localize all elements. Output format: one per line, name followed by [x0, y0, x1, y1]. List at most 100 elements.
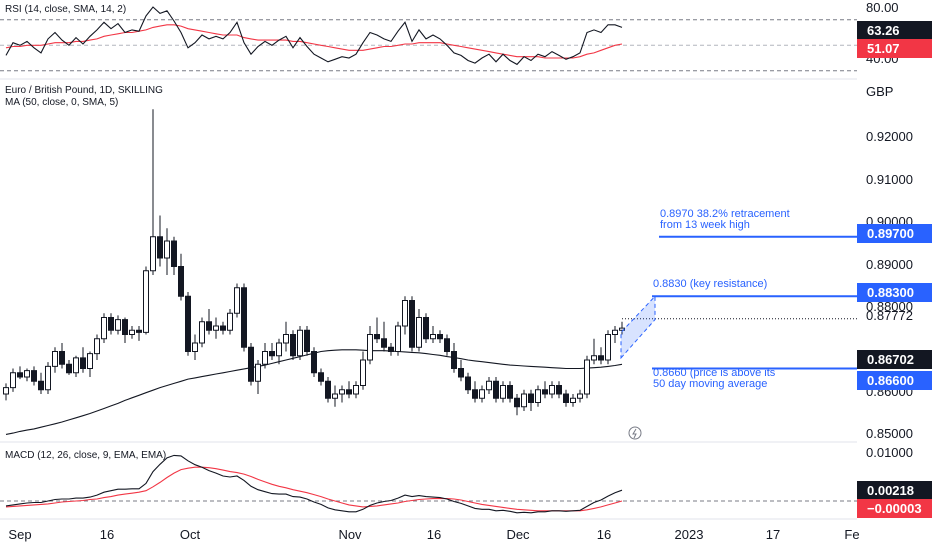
candle [507, 381, 513, 403]
candle-body [479, 389, 485, 399]
candle-body [605, 334, 611, 361]
candle [325, 377, 331, 403]
candle [213, 317, 219, 339]
candle [395, 321, 401, 356]
price-panel [3, 109, 625, 435]
candle [591, 338, 597, 365]
candle [87, 351, 93, 377]
candle-body [332, 393, 338, 399]
candle-body [577, 393, 583, 399]
candle [360, 351, 366, 390]
x-tick-nov-16: 16 [426, 527, 442, 542]
candle [339, 385, 345, 403]
candle [577, 389, 583, 403]
candle [171, 236, 177, 275]
candle [24, 368, 30, 382]
candle-body [164, 240, 170, 259]
candle-body [507, 385, 513, 399]
candle [234, 283, 240, 318]
candle-body [192, 342, 198, 352]
candle [143, 266, 149, 335]
replay-icon-circle [628, 426, 642, 440]
candle [255, 360, 261, 394]
candle-body [416, 317, 422, 348]
candle-body [241, 287, 247, 348]
candle-body [584, 359, 590, 395]
candle [563, 389, 569, 407]
candle-body [437, 334, 443, 340]
candle [542, 381, 548, 399]
candle [430, 326, 436, 343]
candle [416, 309, 422, 352]
candle [381, 321, 387, 352]
candle-body [360, 359, 366, 386]
candle-body [108, 317, 114, 331]
candle-body [535, 389, 541, 403]
candle [612, 326, 618, 343]
candle [108, 313, 114, 335]
candle [528, 389, 534, 411]
candle-body [367, 334, 373, 361]
candle [556, 381, 562, 399]
candle-body [458, 368, 464, 378]
candle [584, 355, 590, 399]
price-tick-085: 0.85000 [866, 426, 913, 441]
x-tick-dec-16: 16 [596, 527, 612, 542]
candle [248, 343, 254, 386]
candle-body [297, 329, 303, 357]
x-tick-sep: Sep [8, 527, 32, 542]
candle-body [339, 389, 345, 395]
candle-body [234, 287, 240, 314]
candle-body [423, 317, 429, 340]
candle [605, 330, 611, 365]
candle [297, 326, 303, 360]
rsi-title: RSI (14, close, SMA, 14, 2) [5, 4, 127, 15]
macd-value-badge: 0.00218 [857, 481, 932, 500]
candle-body [101, 317, 107, 340]
candle-body [129, 329, 135, 335]
candle-body [262, 351, 268, 365]
candle [535, 385, 541, 407]
candle-body [87, 353, 93, 369]
candle [269, 343, 275, 360]
candle-body [500, 385, 506, 399]
candle [514, 394, 520, 416]
candle [45, 362, 51, 394]
candle-body [59, 351, 65, 365]
candle-body [486, 380, 492, 391]
candle-body [290, 334, 296, 357]
candle-body [549, 385, 555, 395]
candle [521, 389, 527, 411]
candle-body [318, 372, 324, 382]
candle-body [402, 300, 408, 327]
macd-tick-001: 0.01000 [866, 445, 913, 460]
macd-panel [0, 454, 857, 514]
candle-body [213, 325, 219, 331]
candle [220, 321, 226, 335]
candle-body [31, 370, 37, 382]
candle [346, 381, 352, 399]
candle-body [143, 270, 149, 333]
candle [157, 215, 163, 267]
projection-channel [620, 295, 656, 360]
candle-body [24, 370, 30, 378]
candle [199, 317, 205, 348]
candle-body [94, 338, 100, 355]
price-tick-092: 0.92000 [866, 129, 913, 144]
candle-body [17, 372, 23, 378]
candle-body [311, 351, 317, 374]
candle [3, 383, 9, 401]
candle-body [409, 300, 415, 348]
candle-body [150, 236, 156, 272]
candle [500, 381, 506, 403]
candle-body [66, 363, 72, 374]
candle-body [570, 397, 576, 403]
candle [465, 372, 471, 394]
candle-body [276, 342, 282, 357]
candle-body [388, 346, 394, 352]
candle [304, 326, 310, 356]
rsi-line [5, 6, 623, 66]
candle [353, 381, 359, 399]
candle [101, 313, 107, 343]
